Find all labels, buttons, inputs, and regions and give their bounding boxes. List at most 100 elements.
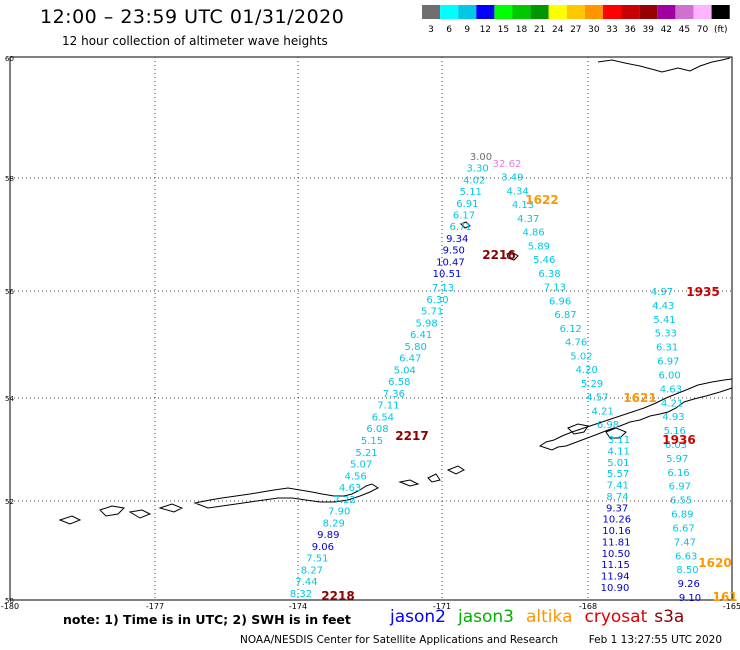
pass-time-label: 2216 [482, 248, 515, 262]
track-west-value: 6.54 [372, 412, 394, 423]
track-west-value: 7.13 [432, 283, 454, 294]
lat-label: 60 [5, 55, 14, 63]
legend-label: 30 [588, 25, 600, 35]
legend-swatch [422, 5, 441, 19]
legend-label: 9 [464, 25, 470, 35]
track-west-value: 6.30 [426, 295, 448, 306]
alaska-peninsula [538, 378, 733, 451]
legend-swatch [476, 5, 495, 19]
track-west-value: 6.71 [449, 222, 471, 233]
track-east-value: 6.98 [597, 420, 619, 431]
legend-unit: (ft) [714, 25, 728, 35]
unimak-island [567, 423, 589, 435]
agency-credit: NOAA/NESDIS Center for Satellite Applica… [240, 634, 558, 646]
track-west-value: 5.21 [355, 448, 377, 459]
track-west-value: 5.71 [421, 307, 443, 318]
track-west-value: 7.36 [383, 389, 405, 400]
unalaska-island [605, 427, 627, 439]
track-far-east-value: 4.21 [661, 398, 683, 409]
pass-time-label: 2218 [321, 589, 354, 603]
track-east-value: 3.49 [501, 173, 523, 184]
track-south-value: 5.57 [607, 469, 629, 480]
track-east-value: 6.38 [538, 269, 560, 280]
legend-swatch [675, 5, 694, 19]
track-west-value: 9.89 [317, 530, 339, 541]
track-east-value: 6.96 [549, 296, 571, 307]
lat-label: 54 [5, 395, 14, 403]
legend-label: 33 [606, 25, 617, 35]
track-far-east-value: 6.31 [656, 343, 678, 354]
legend-label: 45 [679, 25, 690, 35]
track-west-value: 3.30 [466, 164, 488, 175]
track-far-east-value: 6.97 [669, 482, 691, 493]
lon-label: -177 [146, 602, 164, 611]
pribilof-island [506, 251, 519, 261]
track-west-value: 6.08 [366, 424, 388, 435]
legend-swatch [657, 5, 676, 19]
footnote: note: 1) Time is in UTC; 2) SWH is in fe… [63, 612, 351, 627]
track-far-east-value: 4.63 [660, 384, 682, 395]
track-east-value: 4.57 [586, 393, 608, 404]
legend-label: 42 [661, 25, 672, 35]
pass-time-label: 1935 [686, 285, 719, 299]
track-south-value: 3.11 [608, 435, 630, 446]
track-south-value: 7.41 [607, 481, 629, 492]
lat-label: 50 [5, 597, 14, 605]
satellite-jason2: jason2 [390, 607, 446, 627]
lat-label: 58 [5, 175, 14, 183]
track-far-east-value: 6.00 [659, 370, 681, 381]
track-west-value: 6.58 [388, 377, 410, 388]
lon-label: -165 [723, 602, 740, 611]
track-far-east-value: 8.50 [676, 565, 698, 576]
track-east-value: 6.12 [560, 324, 582, 335]
generated-timestamp: Feb 1 13:27:55 UTC 2020 [588, 634, 723, 646]
track-far-east-value: 6.03 [665, 440, 687, 451]
legend-label: 15 [498, 25, 509, 35]
track-west-value: 8.29 [323, 518, 345, 529]
lon-label: -168 [579, 602, 597, 611]
map-frame [9, 56, 733, 601]
track-south-value: 11.81 [602, 537, 631, 548]
track-far-east-value: 6.63 [675, 551, 697, 562]
track-east-value: 4.86 [522, 228, 544, 239]
track-west-value: 9.34 [446, 234, 468, 245]
lon-label: -180 [1, 602, 19, 611]
legend-swatch [621, 5, 640, 19]
legend-swatch [548, 5, 567, 19]
track-far-east-value: 6.97 [657, 357, 679, 368]
lat-label: 56 [5, 288, 14, 296]
track-west-value: 9.50 [443, 246, 465, 257]
track-west-value: 8.27 [301, 565, 323, 576]
track-east-value: 4.13 [512, 200, 534, 211]
track-east-value: 4.37 [517, 214, 539, 225]
track-west-value: 9.06 [312, 542, 334, 553]
satellite-altika: altika [526, 607, 573, 627]
track-east-value: 7.13 [544, 283, 566, 294]
aleutian-chain-central [193, 483, 379, 509]
track-east-value: 5.29 [581, 379, 603, 390]
track-east-value: 5.46 [533, 255, 555, 266]
satellite-cryosat: cryosat [584, 607, 648, 627]
track-west-value: 5.07 [350, 460, 372, 471]
track-south-value: 10.16 [602, 526, 631, 537]
graticule: 60 58 56 54 52 50-180 -177 -174 -171 -168 -165 [1, 55, 740, 611]
track-east-value: 4.34 [506, 186, 528, 197]
legend-label: 27 [570, 25, 581, 35]
track-west-value: 3.00 [470, 152, 492, 163]
track-far-east-value: 4.93 [662, 412, 684, 423]
track-west-value: 6.41 [410, 330, 432, 341]
track-far-east-value: 5.16 [664, 426, 686, 437]
legend-label: 12 [480, 25, 491, 35]
lon-label: -171 [433, 602, 451, 611]
track-east-value: 6.87 [554, 310, 576, 321]
map-subtitle: 12 hour collection of altimeter wave hei… [62, 34, 328, 48]
st-matthew-island [460, 221, 471, 229]
track-south-value: 8.74 [606, 492, 628, 503]
track-far-east-value: 4.43 [652, 301, 674, 312]
pass-time-label: 2217 [395, 429, 428, 443]
track-far-east-value: 6.89 [671, 510, 693, 521]
track-west-value: 10.47 [436, 257, 465, 268]
track-south-value: 11.94 [601, 572, 630, 583]
track-far-east-value: 6.67 [673, 523, 695, 534]
legend-swatch [639, 5, 658, 19]
